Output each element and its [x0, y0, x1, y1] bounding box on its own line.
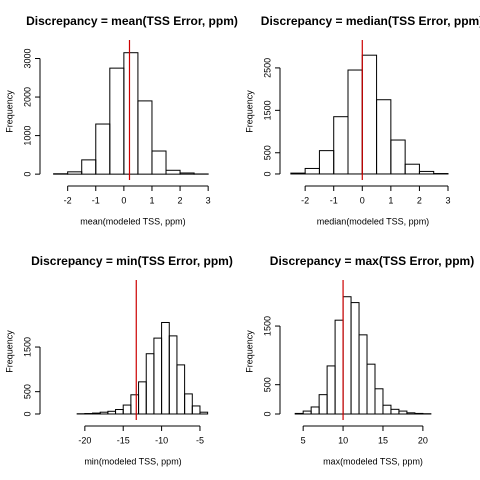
bar: [406, 412, 416, 415]
x-axis-label: min(modeled TSS, ppm): [84, 456, 181, 466]
y-tick-label: 500: [262, 377, 272, 392]
bar: [165, 169, 181, 175]
bar: [151, 150, 167, 175]
bar: [326, 365, 336, 415]
x-tick-label: 1: [388, 195, 393, 205]
bar: [358, 334, 368, 415]
bar: [418, 170, 435, 175]
bar: [137, 100, 153, 175]
bar: [318, 150, 335, 175]
y-tick-label: 2500: [262, 58, 272, 78]
bar: [361, 54, 378, 175]
y-tick-label: 2000: [22, 87, 32, 107]
x-tick-label: 1: [149, 195, 154, 205]
y-tick-label: 1500: [22, 337, 32, 357]
x-tick-label: 15: [378, 435, 388, 445]
x-axis-label: mean(modeled TSS, ppm): [80, 216, 185, 226]
y-tick-label: 1000: [22, 126, 32, 146]
bar: [67, 171, 83, 175]
bar: [333, 116, 349, 175]
bar: [153, 337, 163, 415]
chart-title: Discrepancy = median(TSS Error, ppm): [261, 14, 480, 28]
y-axis-label: Frequency: [4, 330, 14, 373]
x-tick-label: -15: [117, 435, 130, 445]
x-tick-label: -20: [78, 435, 91, 445]
x-tick-label: -10: [155, 435, 168, 445]
bar: [81, 159, 97, 175]
x-tick-label: -1: [92, 195, 100, 205]
bar: [179, 172, 195, 175]
bar: [414, 412, 424, 415]
x-tick-label: 3: [445, 195, 450, 205]
bar: [294, 412, 304, 415]
bar: [138, 381, 147, 415]
bar: [390, 139, 406, 175]
bar: [304, 167, 320, 175]
x-axis-label: max(modeled TSS, ppm): [323, 456, 423, 466]
bar: [145, 353, 155, 415]
x-tick-label: 0: [121, 195, 126, 205]
bar: [334, 319, 344, 415]
bar: [161, 321, 170, 415]
x-tick-label: 20: [418, 435, 428, 445]
x-axis-label: median(modeled TSS, ppm): [317, 216, 429, 226]
x-tick-label: 0: [360, 195, 365, 205]
bar: [92, 412, 101, 415]
y-tick-label: 500: [22, 384, 32, 399]
bar: [302, 410, 312, 415]
bar: [382, 404, 392, 415]
x-tick-label: 10: [338, 435, 348, 445]
x-tick-label: 2: [417, 195, 422, 205]
y-tick-label: 0: [262, 412, 272, 417]
bar: [99, 411, 109, 415]
bar: [290, 172, 306, 175]
x-tick-label: -1: [330, 195, 338, 205]
x-tick-label: 3: [206, 195, 211, 205]
bar: [184, 393, 193, 415]
chart-title: Discrepancy = mean(TSS Error, ppm): [26, 14, 238, 28]
bar: [342, 296, 352, 415]
bar: [376, 99, 392, 175]
bar: [115, 409, 124, 415]
bar: [398, 410, 408, 415]
x-tick-label: -2: [64, 195, 72, 205]
x-tick-label: 5: [301, 435, 306, 445]
x-tick-label: 2: [178, 195, 183, 205]
y-tick-label: 1500: [262, 316, 272, 336]
bar: [122, 404, 132, 415]
y-tick-label: 0: [22, 172, 32, 177]
y-axis-label: Frequency: [4, 90, 14, 133]
bar: [366, 363, 376, 415]
chart-title: Discrepancy = min(TSS Error, ppm): [31, 254, 233, 268]
chart-title: Discrepancy = max(TSS Error, ppm): [270, 254, 474, 268]
bar: [168, 335, 178, 415]
bar: [199, 411, 209, 415]
bar: [404, 163, 420, 175]
y-axis-label: Frequency: [244, 330, 254, 373]
y-tick-label: 1500: [262, 100, 272, 120]
bar: [350, 302, 360, 415]
bar: [374, 388, 384, 415]
x-tick-label: -5: [196, 435, 204, 445]
bar: [109, 67, 125, 175]
y-tick-label: 0: [22, 411, 32, 416]
bar: [347, 69, 363, 175]
bar: [130, 394, 140, 415]
x-tick-label: -2: [301, 195, 309, 205]
bar: [318, 394, 328, 415]
y-tick-label: 500: [262, 145, 272, 160]
bar: [310, 406, 320, 415]
bar: [176, 364, 186, 415]
bar: [390, 408, 400, 415]
bar: [123, 52, 139, 175]
bar: [95, 123, 111, 175]
y-tick-label: 3000: [22, 48, 32, 68]
bar: [107, 410, 117, 415]
y-axis-label: Frequency: [244, 90, 254, 133]
bar: [191, 405, 201, 415]
y-tick-label: 0: [262, 171, 272, 176]
